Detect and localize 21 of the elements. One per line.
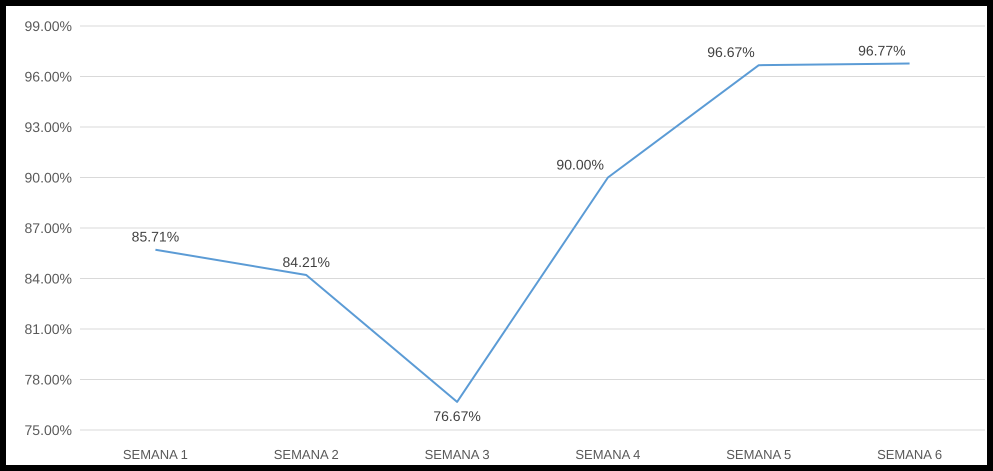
y-tick-label: 93.00% — [24, 119, 72, 135]
data-label: 96.77% — [858, 42, 906, 59]
data-label: 90.00% — [556, 156, 604, 172]
y-tick-label: 90.00% — [24, 170, 72, 186]
x-tick-label: SEMANA 6 — [877, 447, 942, 462]
y-tick-label: 75.00% — [24, 422, 72, 438]
data-label: 76.67% — [433, 408, 481, 424]
data-label: 84.21% — [282, 254, 330, 270]
y-tick-label: 99.00% — [24, 18, 72, 34]
data-label: 96.67% — [707, 44, 755, 60]
data-label: 85.71% — [132, 228, 180, 245]
x-tick-label: SEMANA 4 — [575, 447, 640, 462]
x-tick-label: SEMANA 2 — [274, 447, 339, 462]
x-tick-label: SEMANA 3 — [424, 447, 490, 462]
y-tick-label: 84.00% — [24, 270, 72, 286]
x-tick-label: SEMANA 5 — [726, 447, 792, 462]
x-tick-label: SEMANA 1 — [122, 447, 188, 462]
y-tick-label: 96.00% — [24, 68, 72, 84]
y-tick-label: 81.00% — [24, 321, 72, 337]
y-tick-label: 87.00% — [24, 220, 72, 236]
y-tick-label: 78.00% — [24, 372, 72, 388]
